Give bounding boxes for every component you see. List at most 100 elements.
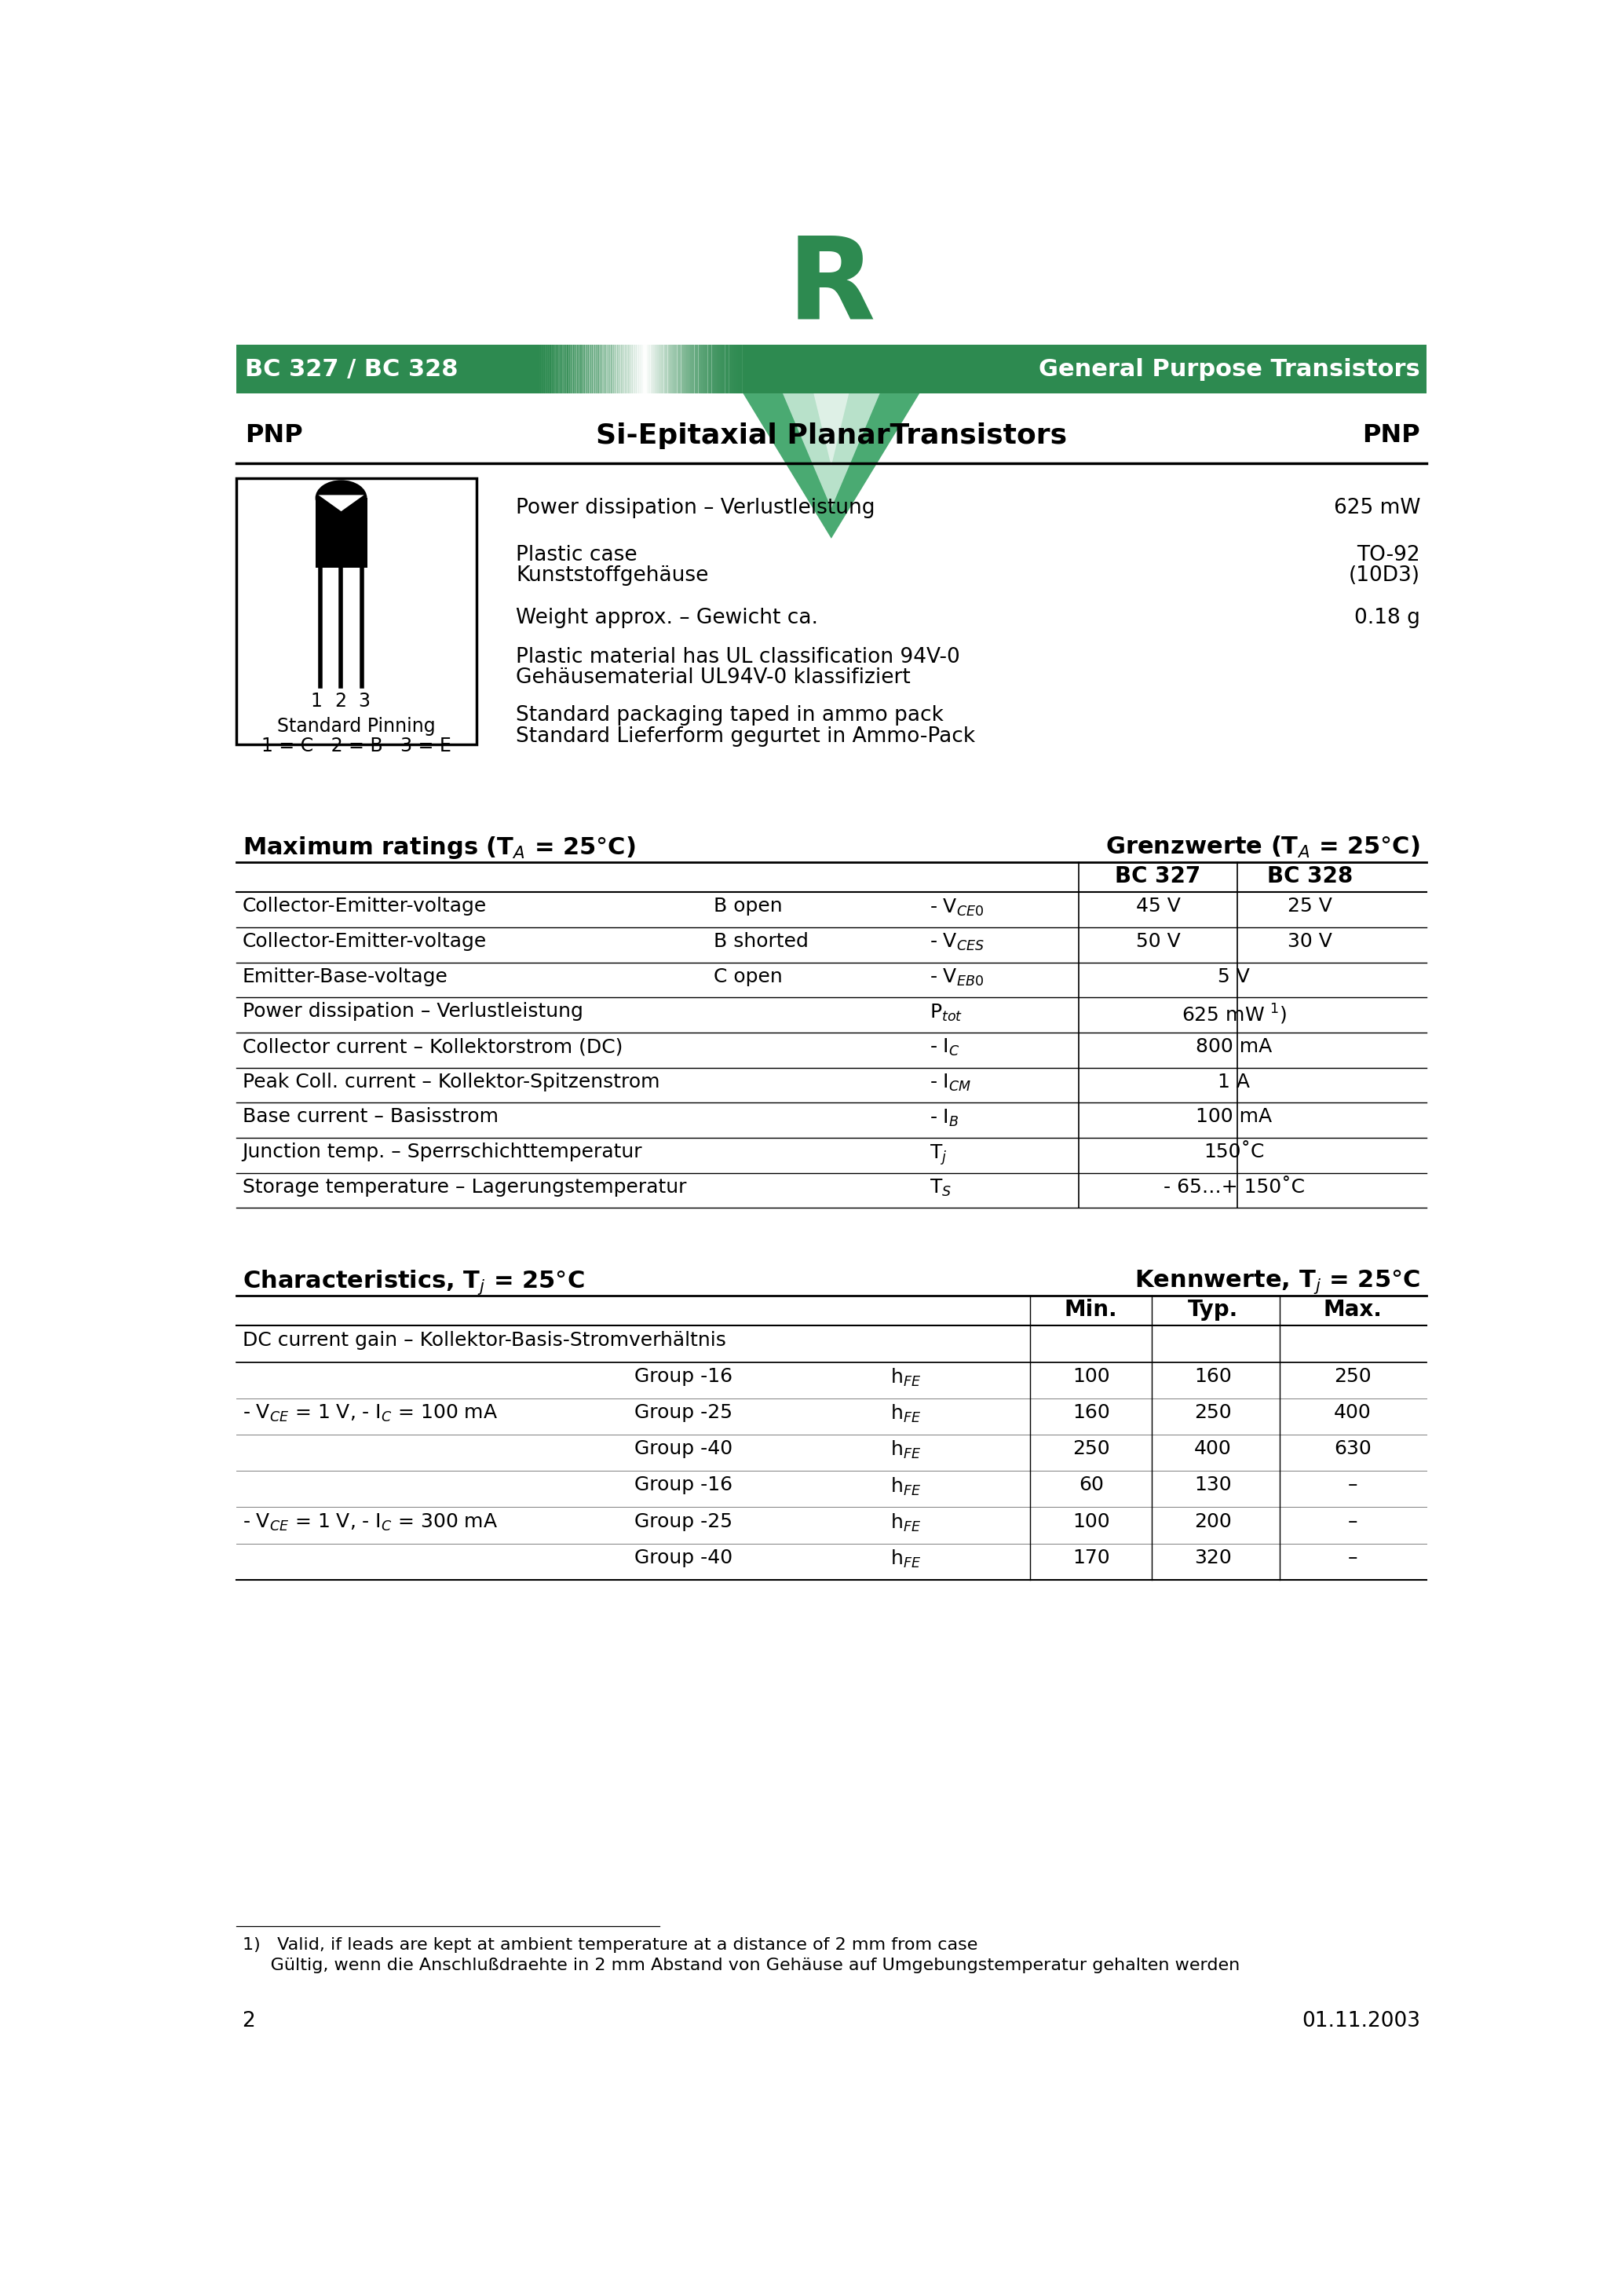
- Text: 2: 2: [336, 691, 347, 709]
- Text: Weight approx. – Gewicht ca.: Weight approx. – Gewicht ca.: [516, 608, 819, 629]
- Bar: [728, 344, 730, 393]
- Text: Plastic material has UL classification 94V-0: Plastic material has UL classification 9…: [516, 647, 960, 668]
- Text: 5 V: 5 V: [1218, 967, 1251, 985]
- Text: 400: 400: [1194, 1440, 1231, 1458]
- Text: Group -16: Group -16: [634, 1476, 733, 1495]
- Bar: [744, 344, 746, 393]
- Bar: [744, 344, 748, 393]
- Text: BC 327 / BC 328: BC 327 / BC 328: [245, 358, 459, 381]
- Text: T$_j$: T$_j$: [929, 1143, 947, 1166]
- Text: Gültig, wenn die Anschlußdraehte in 2 mm Abstand von Gehäuse auf Umgebungstemper: Gültig, wenn die Anschlußdraehte in 2 mm…: [242, 1958, 1239, 1972]
- Bar: [237, 478, 477, 744]
- Text: 50 V: 50 V: [1135, 932, 1181, 951]
- Bar: [751, 344, 1426, 393]
- Bar: [618, 344, 620, 393]
- Bar: [701, 344, 704, 393]
- Text: - I$_{CM}$: - I$_{CM}$: [929, 1072, 972, 1093]
- Bar: [693, 344, 694, 393]
- Bar: [727, 344, 728, 393]
- Bar: [555, 344, 556, 393]
- Text: 250: 250: [1333, 1366, 1372, 1387]
- Ellipse shape: [315, 480, 367, 517]
- Bar: [566, 344, 568, 393]
- Text: –: –: [1348, 1513, 1358, 1531]
- Text: TO-92: TO-92: [1358, 544, 1421, 565]
- Bar: [662, 344, 663, 393]
- Bar: [620, 344, 621, 393]
- Bar: [587, 344, 590, 393]
- Text: 250: 250: [1194, 1403, 1231, 1421]
- Bar: [649, 344, 652, 393]
- Text: 320: 320: [1194, 1548, 1231, 1568]
- Bar: [543, 344, 547, 393]
- Bar: [715, 344, 719, 393]
- Bar: [556, 344, 558, 393]
- Bar: [626, 344, 628, 393]
- Bar: [574, 344, 576, 393]
- Text: 100: 100: [1072, 1366, 1109, 1387]
- Bar: [681, 344, 684, 393]
- Bar: [710, 344, 714, 393]
- Text: Typ.: Typ.: [1187, 1300, 1238, 1320]
- Text: 25 V: 25 V: [1288, 898, 1332, 916]
- Text: - V$_{CE0}$: - V$_{CE0}$: [929, 898, 985, 918]
- Bar: [670, 344, 672, 393]
- Bar: [699, 344, 702, 393]
- Text: 100: 100: [1072, 1513, 1109, 1531]
- Bar: [237, 344, 537, 393]
- Bar: [641, 344, 642, 393]
- Bar: [706, 344, 707, 393]
- Bar: [748, 344, 751, 393]
- Bar: [633, 344, 636, 393]
- Bar: [665, 344, 668, 393]
- Text: - V$_{EB0}$: - V$_{EB0}$: [929, 967, 985, 987]
- Text: 0.18 g: 0.18 g: [1354, 608, 1421, 629]
- Bar: [735, 344, 736, 393]
- Bar: [660, 344, 662, 393]
- Bar: [689, 344, 691, 393]
- Text: Base current – Basisstrom: Base current – Basisstrom: [242, 1107, 498, 1127]
- Text: 1 = C   2 = B   3 = E: 1 = C 2 = B 3 = E: [261, 737, 451, 755]
- Bar: [315, 498, 367, 567]
- Bar: [676, 344, 678, 393]
- Bar: [586, 344, 587, 393]
- Bar: [569, 344, 571, 393]
- Bar: [655, 344, 657, 393]
- Bar: [587, 344, 589, 393]
- Text: 130: 130: [1194, 1476, 1231, 1495]
- Bar: [704, 344, 706, 393]
- Bar: [602, 344, 603, 393]
- Text: Standard packaging taped in ammo pack: Standard packaging taped in ammo pack: [516, 705, 944, 726]
- Bar: [733, 344, 736, 393]
- Bar: [714, 344, 717, 393]
- Text: 800 mA: 800 mA: [1195, 1038, 1272, 1056]
- Bar: [594, 344, 595, 393]
- Bar: [576, 344, 577, 393]
- Text: Peak Coll. current – Kollektor-Spitzenstrom: Peak Coll. current – Kollektor-Spitzenst…: [242, 1072, 660, 1091]
- Bar: [641, 344, 644, 393]
- Text: Junction temp. – Sperrschichttemperatur: Junction temp. – Sperrschichttemperatur: [242, 1143, 642, 1162]
- Text: 625 mW $^{1}$): 625 mW $^{1}$): [1181, 1003, 1286, 1026]
- Bar: [707, 344, 710, 393]
- Bar: [696, 344, 699, 393]
- Bar: [730, 344, 733, 393]
- Bar: [663, 344, 667, 393]
- Text: 2: 2: [242, 2011, 255, 2032]
- Bar: [647, 344, 650, 393]
- Bar: [668, 344, 670, 393]
- Bar: [686, 344, 689, 393]
- Bar: [709, 344, 712, 393]
- Text: Characteristics, T$_j$ = 25$\degree$C: Characteristics, T$_j$ = 25$\degree$C: [242, 1267, 584, 1297]
- Text: - 65…+ 150˚C: - 65…+ 150˚C: [1163, 1178, 1304, 1196]
- Polygon shape: [318, 496, 363, 512]
- Bar: [597, 344, 599, 393]
- Bar: [688, 344, 691, 393]
- Bar: [732, 344, 735, 393]
- Bar: [740, 344, 743, 393]
- Text: 01.11.2003: 01.11.2003: [1302, 2011, 1421, 2032]
- Bar: [542, 344, 543, 393]
- Text: Group -16: Group -16: [634, 1366, 733, 1387]
- Text: Group -25: Group -25: [634, 1513, 733, 1531]
- Bar: [566, 344, 569, 393]
- Bar: [642, 344, 644, 393]
